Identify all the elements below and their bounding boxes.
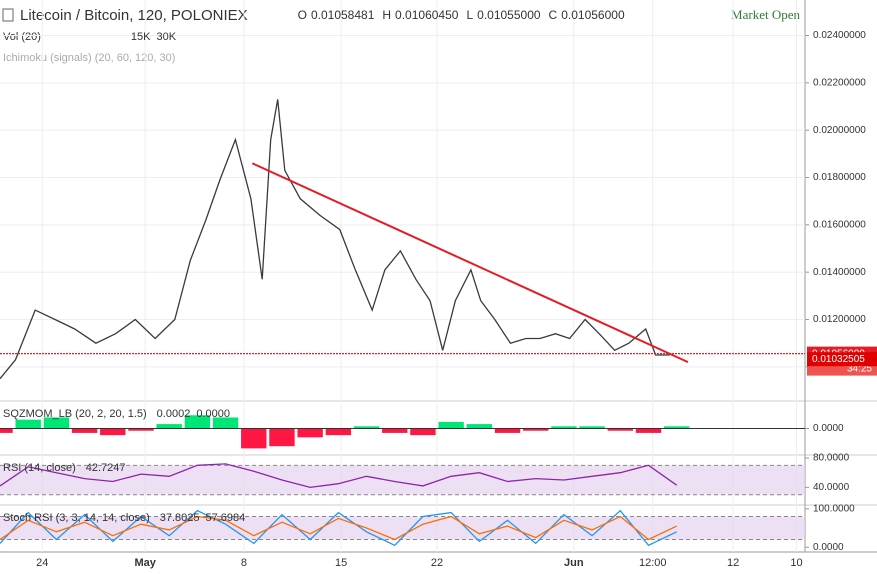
trendline xyxy=(251,162,689,364)
bar xyxy=(15,419,41,429)
bar xyxy=(466,424,493,429)
y-tick-label: 80.0000 xyxy=(813,453,850,464)
panel-value: 0.0000 xyxy=(196,408,230,420)
bar xyxy=(410,428,436,436)
ohlc-label: L xyxy=(466,8,473,22)
band xyxy=(0,465,805,495)
y-tick-label: 0.01200000 xyxy=(813,314,866,325)
bar xyxy=(128,428,154,431)
x-tick-label: 12:00 xyxy=(639,557,667,569)
bar xyxy=(71,428,98,433)
x-tick-label: 15 xyxy=(335,557,347,569)
bar xyxy=(100,428,126,436)
x-tick-label: 12 xyxy=(727,557,739,569)
bar xyxy=(494,428,521,433)
bar xyxy=(607,428,634,431)
bar xyxy=(269,428,295,447)
series-line xyxy=(0,515,677,541)
y-tick-label: 0.01600000 xyxy=(813,219,866,230)
volume-value: 15K xyxy=(131,31,151,43)
y-tick-label: 0.0000 xyxy=(813,423,844,434)
x-tick-label: 10 xyxy=(790,557,802,569)
panel-value: 57.6984 xyxy=(206,512,246,524)
y-tick-label: 0.02000000 xyxy=(813,125,866,136)
bar xyxy=(184,415,211,429)
low-badge xyxy=(807,352,877,367)
bar xyxy=(212,417,239,429)
y-tick-label: 0.02400000 xyxy=(813,30,866,41)
panel-value: 37.8025 xyxy=(160,512,200,524)
bar xyxy=(325,428,352,436)
y-tick-label: 40.0000 xyxy=(813,482,850,493)
bar xyxy=(0,428,13,433)
bar xyxy=(297,428,323,438)
ichimoku-legend: Ichimoku (signals) (20, 60, 120, 30) xyxy=(3,52,175,64)
y-tick-label: 0.01400000 xyxy=(813,267,866,278)
y-tick-label: 0.02200000 xyxy=(813,77,866,88)
low-badge-label: 0.01032505 xyxy=(812,354,865,365)
series-line xyxy=(0,463,678,489)
panel-title: RSI (14, close) xyxy=(3,462,76,474)
ohlc-value: 0.01055000 xyxy=(477,8,541,22)
bar xyxy=(353,426,380,429)
bar xyxy=(579,426,605,429)
bar xyxy=(664,426,690,429)
bar xyxy=(156,424,182,429)
ohlc-label: C xyxy=(549,8,558,22)
panel-value: 0.0002 xyxy=(157,408,191,420)
bar xyxy=(43,417,70,429)
x-tick-label: May xyxy=(135,557,157,569)
ohlc-label: O xyxy=(298,8,307,22)
bar xyxy=(551,426,577,429)
y-tick-label: 0.01800000 xyxy=(813,172,866,183)
band xyxy=(0,516,805,540)
series-line xyxy=(0,99,670,380)
volume-legend: Vol (20) xyxy=(3,31,41,43)
volume-value: 30K xyxy=(157,31,177,43)
bar xyxy=(635,428,662,433)
collapse-icon[interactable] xyxy=(2,8,14,22)
x-tick-label: 22 xyxy=(431,557,443,569)
countdown-label: 34:25 xyxy=(847,363,872,374)
ohlc-value: 0.01058481 xyxy=(311,8,375,22)
ohlc-value: 0.01060450 xyxy=(395,8,459,22)
chart-title: Litecoin / Bitcoin, 120, POLONIEX xyxy=(20,7,248,24)
bar xyxy=(523,428,549,431)
y-tick-label: 0.0000 xyxy=(813,542,844,553)
bar xyxy=(241,428,267,449)
x-tick-label: Jun xyxy=(564,557,584,569)
panel-title: Stoch RSI (3, 3, 14, 14, close) xyxy=(3,512,150,524)
ohlc-label: H xyxy=(382,8,391,22)
panel-value: 42.7247 xyxy=(86,462,126,474)
market-status: Market Open xyxy=(731,7,800,22)
panel-title: SQZMOM_LB (20, 2, 20, 1.5) xyxy=(3,408,147,420)
x-tick-label: 24 xyxy=(36,557,48,569)
bar xyxy=(438,421,464,429)
x-tick-label: 8 xyxy=(241,557,247,569)
series-line xyxy=(0,509,677,547)
bar xyxy=(382,428,408,433)
ohlc-value: 0.01056000 xyxy=(561,8,625,22)
y-tick-label: 100.0000 xyxy=(813,503,855,514)
